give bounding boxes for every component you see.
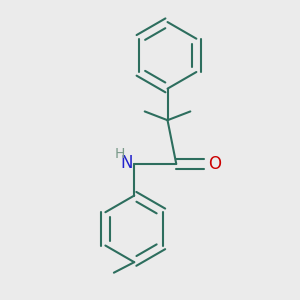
Text: O: O	[208, 155, 221, 173]
Text: H: H	[114, 147, 125, 161]
Text: N: N	[120, 154, 133, 172]
